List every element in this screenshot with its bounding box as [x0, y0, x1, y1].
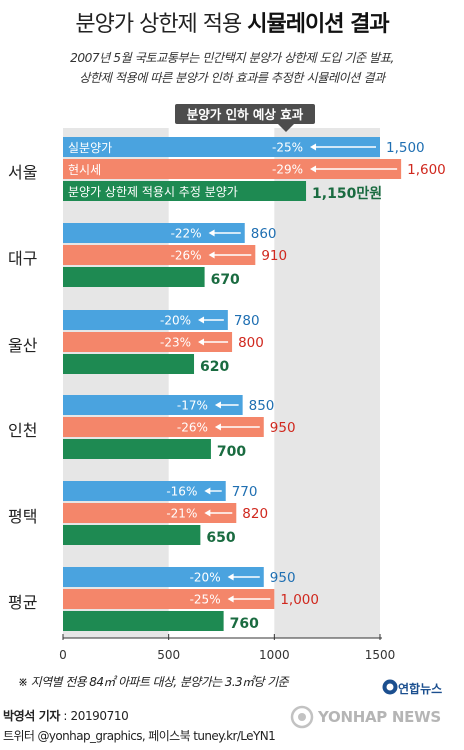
bar-market — [63, 332, 233, 352]
reduction-arrowhead — [310, 165, 317, 173]
x-tick-label: 1500 — [365, 648, 396, 662]
value-label: 650 — [206, 530, 235, 546]
value-label: 780 — [234, 313, 260, 329]
reduction-label: -23% — [160, 336, 191, 350]
watermark-text: YONHAP NEWS — [318, 708, 441, 726]
bar-actual — [63, 137, 380, 157]
reduction-label: -29% — [272, 163, 303, 177]
reduction-arrowhead — [214, 401, 221, 409]
yonhap-logo-icon — [382, 679, 398, 695]
reduction-arrowhead — [204, 487, 211, 495]
x-tick-label: 500 — [157, 648, 180, 662]
value-label: 760 — [230, 616, 259, 632]
callout-box — [175, 104, 315, 124]
callout-label: 분양가 인하 예상 효과 — [187, 107, 304, 122]
bar-market — [63, 589, 275, 609]
value-label: 1,150만원 — [312, 186, 382, 202]
reduction-label: -20% — [160, 314, 191, 328]
value-label: 670 — [211, 272, 240, 288]
value-label: 910 — [261, 248, 287, 264]
bar-actual — [63, 395, 243, 415]
value-label: 1,600 — [407, 162, 446, 178]
reporter-name: 박영석 기자 — [3, 709, 60, 723]
chart-title: 분양가 상한제 적용 시뮬레이션 결과 — [0, 6, 464, 38]
reduction-label: -26% — [171, 249, 202, 263]
reduction-arrowhead — [310, 143, 317, 151]
title-bold: 시뮬레이션 결과 — [247, 12, 389, 37]
reduction-arrowhead — [208, 251, 215, 259]
x-tick-label: 0 — [59, 648, 67, 662]
callout-pointer — [278, 124, 294, 132]
reduction-arrowhead — [198, 316, 205, 324]
category-label: 울산 — [8, 336, 38, 355]
reduction-arrowhead — [208, 229, 215, 237]
social-line: 트위터 @yonhap_graphics, 페이스북 tuney.kr/LeYN… — [3, 729, 276, 743]
bar-actual — [63, 223, 245, 243]
value-label: 1,000 — [280, 592, 319, 608]
value-label: 800 — [238, 335, 264, 351]
subtitle-line-2: 상한제 적용에 따른 분양가 인하 효과를 추정한 시뮬레이션 결과 — [79, 71, 385, 85]
category-label: 인천 — [8, 421, 37, 440]
bar-simulated — [63, 181, 307, 201]
grid-band — [274, 128, 380, 638]
value-label: 820 — [242, 506, 268, 522]
value-label: 770 — [232, 484, 258, 500]
reduction-arrowhead — [214, 423, 221, 431]
value-label: 700 — [217, 444, 246, 460]
subtitle-line-1: 2007년 5월 국토교통부는 민간택지 분양가 상한제 도입 기준 발표, — [70, 51, 394, 65]
credit-line: 박영석 기자 : 20190710 — [3, 709, 129, 723]
bar-actual — [63, 310, 228, 330]
category-label: 서울 — [8, 163, 37, 182]
series-name: 실분양가 — [68, 141, 112, 155]
logo-text: 연합뉴스 — [398, 682, 443, 696]
reduction-label: -26% — [177, 421, 208, 435]
bar-simulated — [63, 267, 205, 287]
category-label: 평택 — [8, 507, 37, 526]
reduction-arrowhead — [204, 509, 211, 517]
bar-market — [63, 245, 256, 265]
value-label: 950 — [270, 570, 296, 586]
x-tick-label: 1000 — [259, 648, 290, 662]
bar-market — [63, 417, 264, 437]
reduction-arrowhead — [227, 595, 234, 603]
value-label: 1,500 — [386, 140, 425, 156]
grid-band — [63, 128, 169, 638]
watermark-icon — [290, 705, 314, 729]
reduction-arrowhead — [227, 573, 234, 581]
bar-simulated — [63, 439, 211, 459]
reduction-label: -22% — [171, 227, 202, 241]
series-name: 현시세 — [68, 163, 101, 177]
title-main: 분양가 상한제 적용 — [75, 12, 242, 37]
reduction-label: -17% — [177, 399, 208, 413]
bar-actual — [63, 481, 226, 501]
credit-date: 20190710 — [70, 709, 129, 723]
value-label: 860 — [251, 226, 277, 242]
category-label: 평균 — [8, 593, 37, 612]
value-label: 850 — [249, 398, 275, 414]
series-name: 분양가 상한제 적용시 추정 분양가 — [68, 185, 238, 199]
reduction-label: -25% — [190, 593, 221, 607]
bar-simulated — [63, 354, 195, 374]
category-label: 대구 — [8, 249, 37, 268]
bar-simulated — [63, 611, 224, 631]
footnote: ※ 지역별 전용 84㎡ 아파트 대상, 분양가는 3.3㎡당 기준 — [18, 675, 289, 689]
reduction-arrowhead — [198, 338, 205, 346]
bar-actual — [63, 567, 264, 587]
bar-market — [63, 503, 237, 523]
reduction-label: -20% — [190, 571, 221, 585]
value-label: 950 — [270, 420, 296, 436]
bar-market — [63, 159, 402, 179]
bar-simulated — [63, 525, 201, 545]
reduction-label: -16% — [166, 485, 197, 499]
reduction-label: -21% — [166, 507, 197, 521]
value-label: 620 — [200, 359, 229, 375]
reduction-label: -25% — [272, 141, 303, 155]
